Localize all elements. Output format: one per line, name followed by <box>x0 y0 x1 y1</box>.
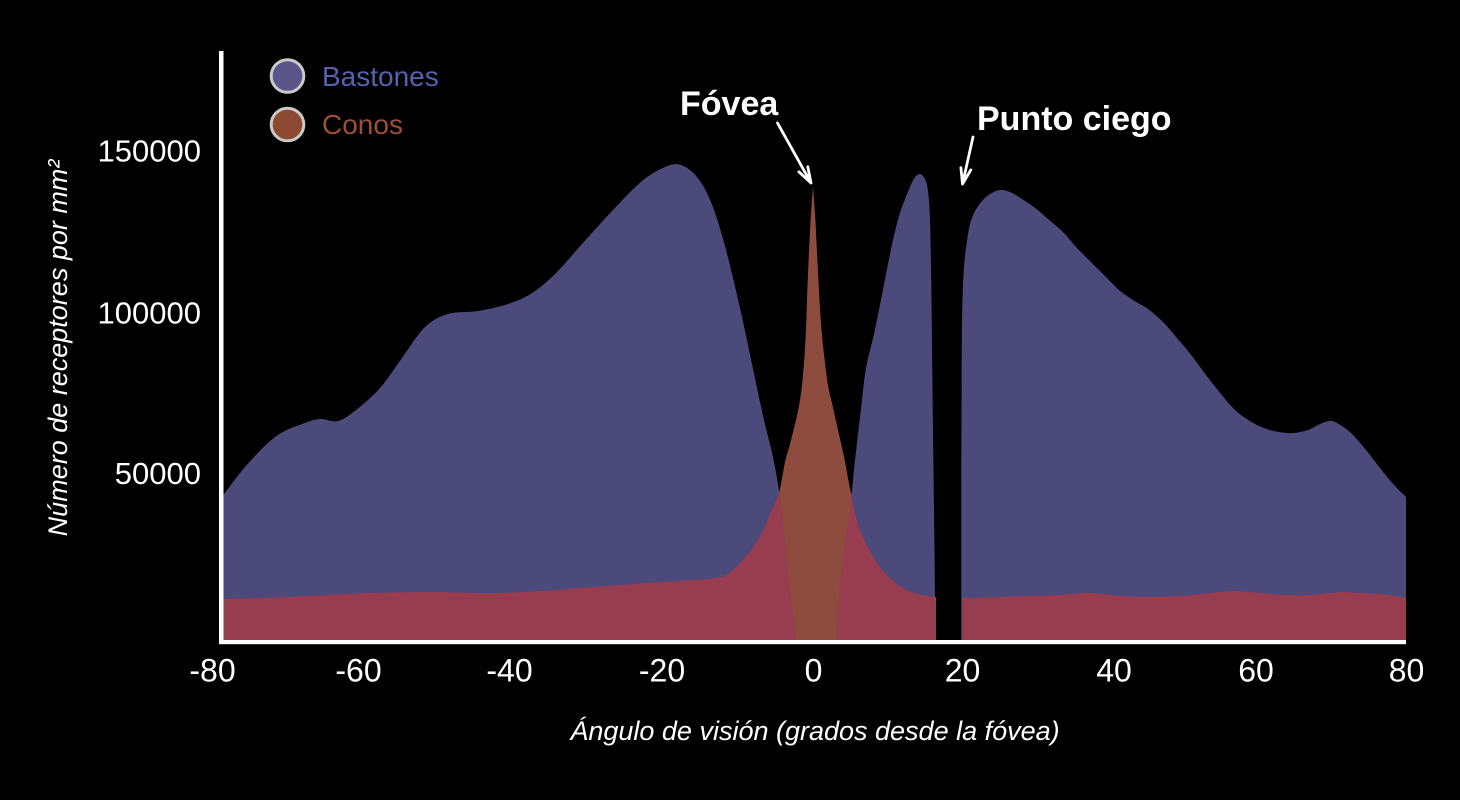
svg-text:Bastones: Bastones <box>322 61 439 92</box>
svg-text:150000: 150000 <box>98 133 201 168</box>
svg-text:Punto ciego: Punto ciego <box>977 100 1172 138</box>
svg-text:40: 40 <box>1096 653 1132 689</box>
svg-text:-60: -60 <box>335 653 381 689</box>
svg-text:Ángulo de visión (grados desde: Ángulo de visión (grados desde la fóvea) <box>568 716 1059 746</box>
svg-text:-80: -80 <box>189 653 235 689</box>
svg-text:Número de receptores por mm²: Número de receptores por mm² <box>43 159 73 537</box>
svg-text:50000: 50000 <box>115 456 201 491</box>
svg-text:Conos: Conos <box>322 109 403 140</box>
svg-text:-40: -40 <box>486 653 532 689</box>
svg-text:100000: 100000 <box>98 295 201 330</box>
svg-text:Fóvea: Fóvea <box>680 85 779 123</box>
svg-text:80: 80 <box>1389 653 1425 689</box>
svg-text:60: 60 <box>1238 653 1274 689</box>
svg-text:-20: -20 <box>639 653 685 689</box>
svg-text:0: 0 <box>805 653 823 689</box>
svg-text:20: 20 <box>945 653 981 689</box>
